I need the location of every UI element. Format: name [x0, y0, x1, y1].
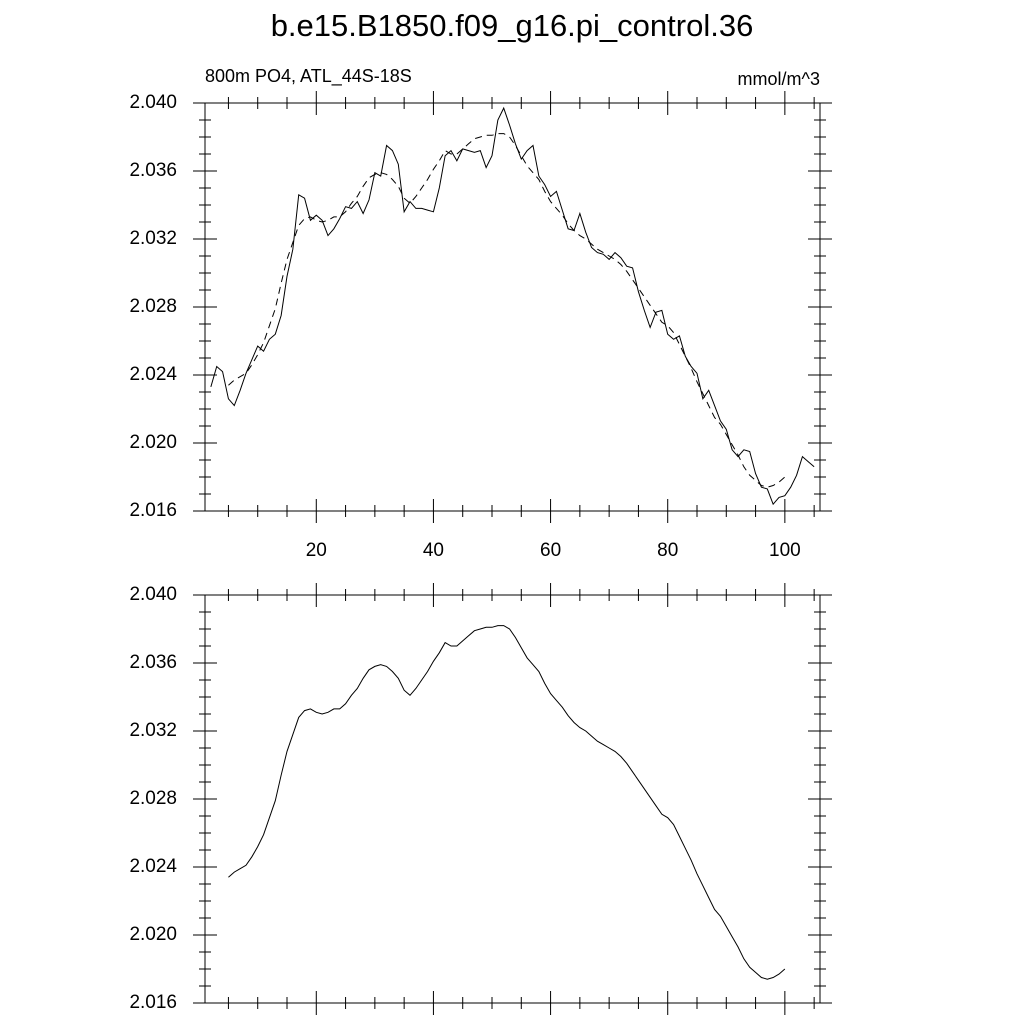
x-tick-label: 100 [769, 540, 801, 561]
y-tick-label: 2.016 [129, 992, 177, 1013]
x-tick-label: 80 [657, 540, 678, 561]
y-tick-label: 2.036 [129, 652, 177, 673]
y-tick-label: 2.028 [129, 788, 177, 809]
units: mmol/m^3 [738, 69, 820, 89]
x-tick-label: 40 [423, 540, 444, 561]
y-tick-label: 2.032 [129, 720, 177, 741]
y-tick-label: 2.020 [129, 924, 177, 945]
y-tick-label: 2.020 [129, 432, 177, 453]
subtitle: 800m PO4, ATL_44S-18S [205, 66, 412, 87]
y-tick-label: 2.036 [129, 160, 177, 181]
x-tick-label: 60 [540, 540, 561, 561]
y-tick-label: 2.028 [129, 296, 177, 317]
y-tick-label: 2.024 [129, 364, 177, 385]
data-line [228, 133, 786, 488]
x-tick-label: 20 [306, 540, 327, 561]
data-line [210, 106, 815, 506]
plot-frame [204, 102, 821, 512]
y-tick-label: 2.016 [129, 500, 177, 521]
figure-title: b.e15.B1850.f09_g16.pi_control.36 [271, 8, 754, 43]
y-tick-label: 2.040 [129, 584, 177, 605]
y-tick-label: 2.024 [129, 856, 177, 877]
data-line [228, 625, 786, 980]
y-tick-label: 2.032 [129, 228, 177, 249]
plot-frame [204, 594, 821, 1004]
y-tick-label: 2.040 [129, 92, 177, 113]
